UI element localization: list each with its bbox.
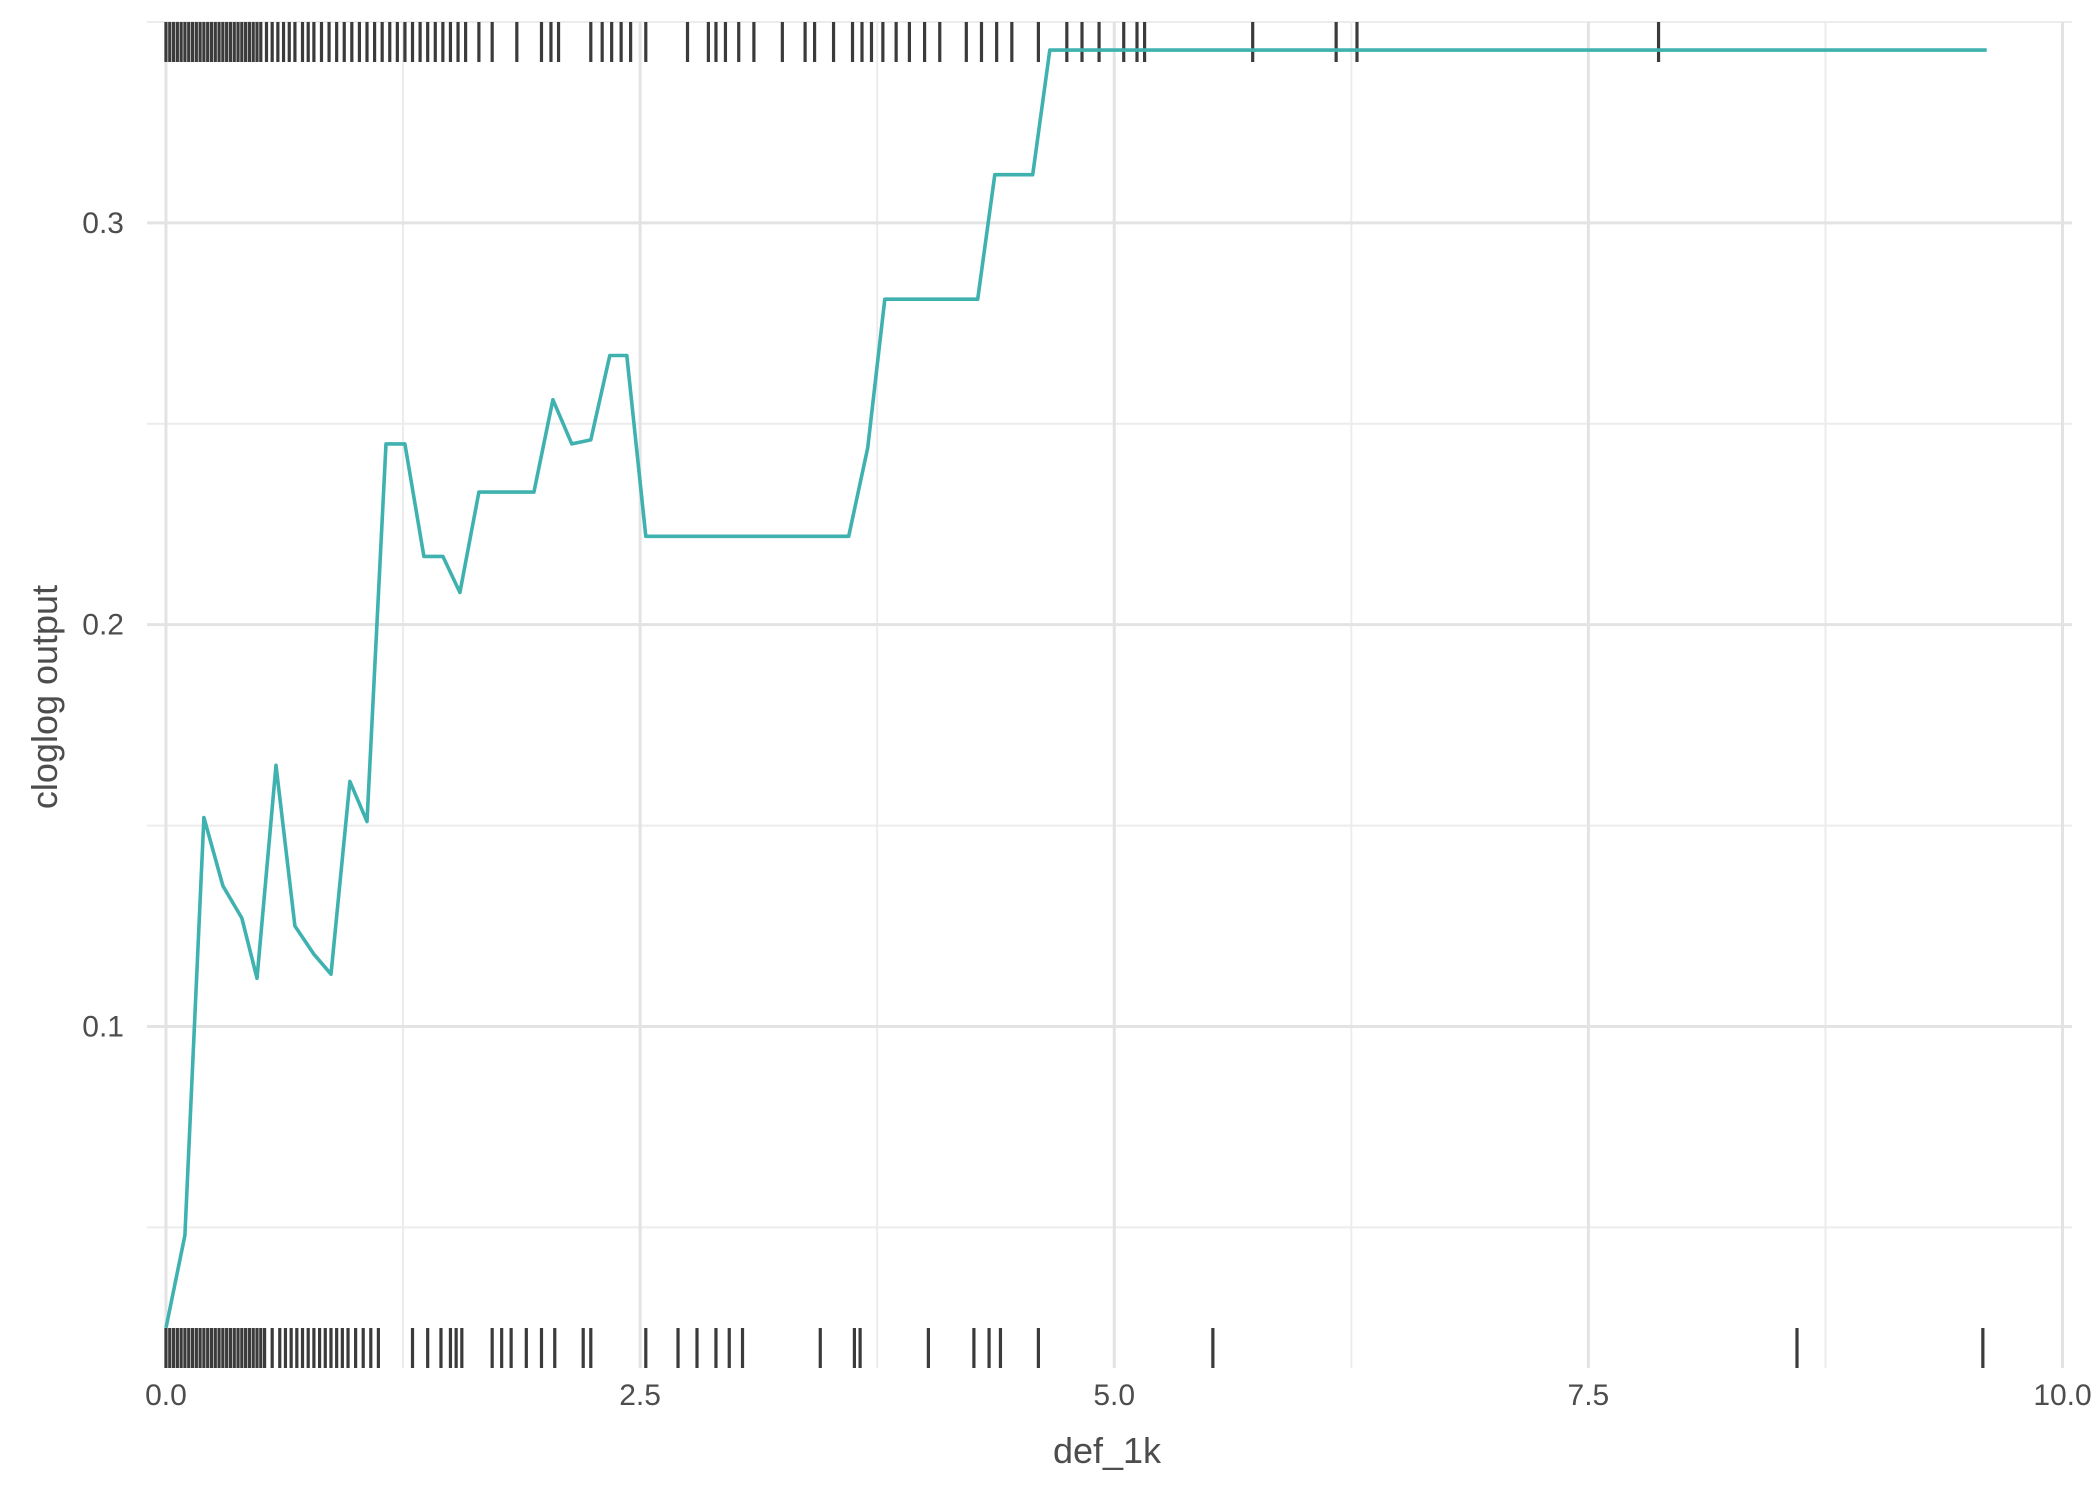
y-tick-label-1: 0.2: [82, 609, 124, 642]
x-tick-label-1: 2.5: [619, 1379, 661, 1412]
x-axis-title: def_1k: [1053, 1430, 1162, 1471]
series-line-0: [164, 48, 1987, 1329]
y-tick-label-0: 0.1: [82, 1010, 124, 1043]
x-tick-label-3: 7.5: [1568, 1379, 1610, 1412]
x-tick-label-4: 10.0: [2033, 1379, 2091, 1412]
tick-labels: 0.0 2.5 5.0 7.5 10.0 0.1 0.2 0.3: [82, 207, 2091, 1412]
rug-marks: [164, 22, 1985, 1368]
series-group: [164, 48, 1987, 1329]
x-tick-label-2: 5.0: [1093, 1379, 1135, 1412]
y-axis-title: cloglog output: [24, 585, 65, 809]
grid-lines: [147, 21, 2072, 1368]
x-tick-label-0: 0.0: [145, 1379, 187, 1412]
y-tick-label-2: 0.3: [82, 207, 124, 240]
